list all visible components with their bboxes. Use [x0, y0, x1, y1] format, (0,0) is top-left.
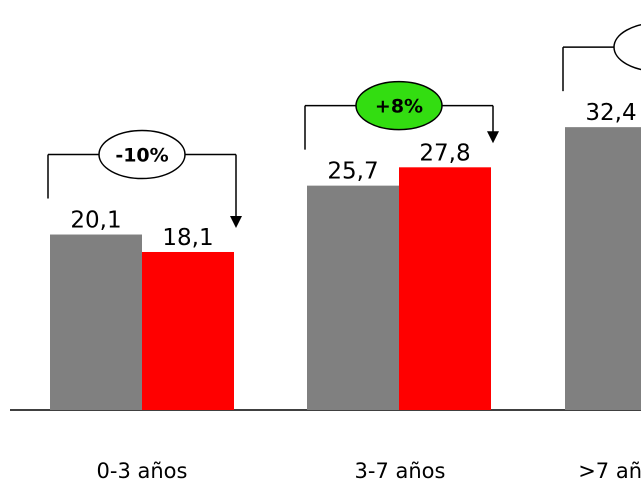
value-label-2-2: 27,8: [419, 140, 470, 166]
value-label-1-1: 20,1: [70, 208, 121, 234]
bar-1-2: [307, 185, 399, 410]
value-label-2-1: 18,1: [162, 225, 213, 251]
category-label-3: >7 años: [578, 459, 641, 483]
change-oval-2: [355, 80, 443, 131]
category-label-2: 3-7 años: [355, 459, 446, 483]
change-oval-3: [613, 24, 641, 71]
bar-1-3: [565, 127, 641, 410]
arrow-head-1: [230, 215, 242, 228]
change-oval-1: [98, 129, 186, 180]
category-label-1: 0-3 años: [97, 459, 188, 483]
arrow-head-2: [487, 131, 499, 144]
bar-1-1: [50, 234, 142, 410]
value-label-1-2: 25,7: [327, 159, 378, 185]
bar-2-2: [399, 167, 491, 410]
value-label-1-3: 32,4: [585, 100, 636, 126]
change-label-2: +8%: [375, 96, 423, 118]
bar-2-1: [142, 251, 234, 410]
change-label-1: -10%: [115, 145, 168, 167]
